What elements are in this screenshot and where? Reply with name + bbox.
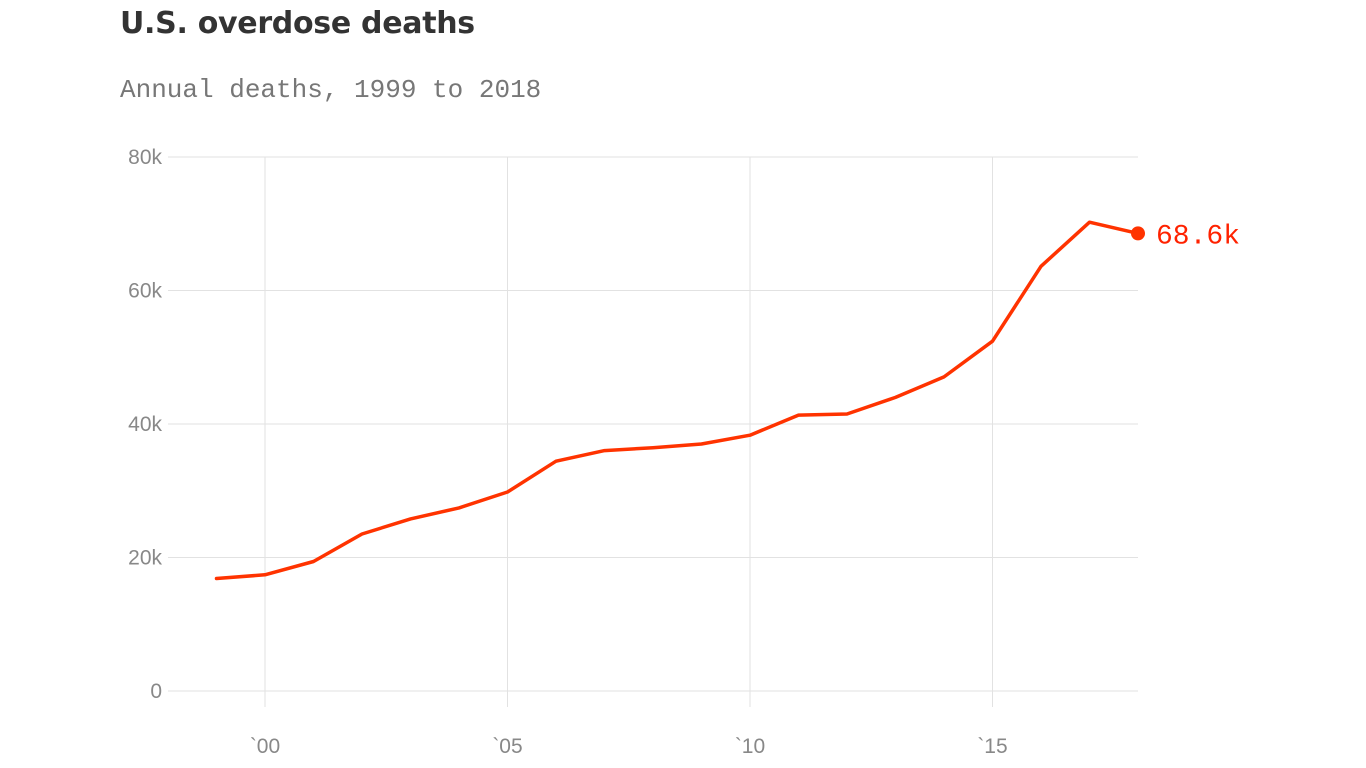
y-tick-label: 80k	[128, 146, 162, 169]
end-point-marker	[1131, 226, 1145, 241]
y-tick-label: 40k	[128, 413, 162, 436]
x-tick-label: `05	[492, 735, 522, 758]
series-line	[214, 220, 1140, 581]
axis-layer: 0 20k 40k 60k 80k `00 `05 `10 `15	[128, 146, 1008, 758]
y-tick-label: 60k	[128, 280, 162, 303]
y-tick-label: 20k	[128, 547, 162, 570]
grid-layer	[168, 156, 1138, 707]
chart-title: U.S. overdose deaths	[120, 6, 475, 41]
chart-subtitle: Annual deaths, 1999 to 2018	[120, 75, 542, 105]
x-tick-label: `10	[735, 735, 765, 758]
x-tick-label: `15	[977, 735, 1007, 758]
series-layer: 68.6k	[214, 220, 1240, 581]
end-value-label: 68.6k	[1156, 221, 1240, 252]
x-tick-label: `00	[250, 735, 280, 758]
y-tick-label: 0	[150, 680, 162, 703]
